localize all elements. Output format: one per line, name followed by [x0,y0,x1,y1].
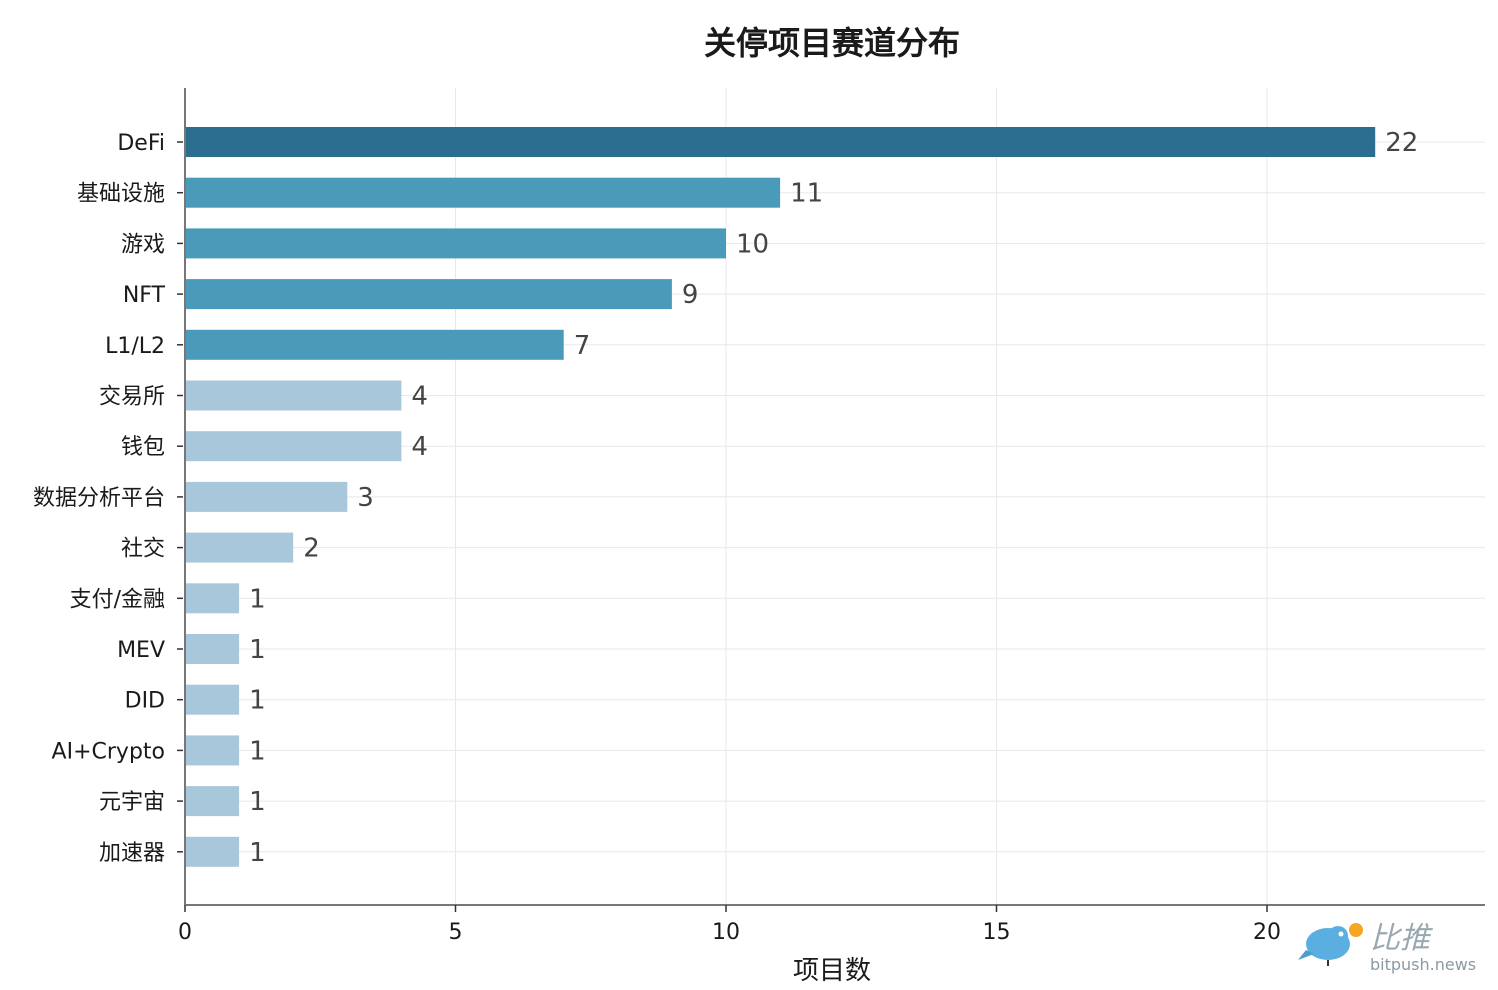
category-label-8: 社交 [121,537,165,562]
category-label-10: MEV [117,638,165,663]
category-label-7: 数据分析平台 [33,486,165,511]
value-label-14: 1 [249,838,266,868]
category-label-0: DeFi [117,131,165,156]
category-label-9: 支付/金融 [70,587,165,612]
bar-3 [185,279,672,310]
bar-7 [185,481,348,512]
brand-watermark: 比推 bitpush.news [1298,921,1476,974]
bar-2 [185,228,726,259]
value-label-1: 11 [790,179,823,209]
value-label-12: 1 [249,736,266,766]
value-label-8: 2 [303,534,320,564]
value-label-4: 7 [574,331,591,361]
value-label-5: 4 [411,382,428,412]
x-tick-label-1: 5 [449,920,463,945]
bird-logo-icon [1298,923,1363,966]
value-label-7: 3 [357,483,374,513]
category-label-5: 交易所 [99,385,165,410]
bar-13 [185,786,240,817]
chart-title: 关停项目赛道分布 [704,24,960,62]
category-label-11: DID [125,689,165,714]
category-label-6: 钱包 [121,435,165,460]
value-label-9: 1 [249,584,266,614]
category-label-2: 游戏 [121,232,165,257]
category-label-13: 元宇宙 [99,790,165,815]
bar-14 [185,836,240,867]
x-tick-label-0: 0 [178,920,192,945]
value-label-13: 1 [249,787,266,817]
x-tick-label-3: 15 [983,920,1011,945]
value-label-2: 10 [736,229,769,259]
value-label-0: 22 [1385,128,1418,158]
bar-4 [185,329,564,360]
brand-name-cn: 比推 [1370,921,1433,956]
bar-6 [185,431,402,462]
bar-5 [185,380,402,411]
bar-12 [185,735,240,766]
brand-url: bitpush.news [1370,955,1476,974]
category-label-4: L1/L2 [105,334,165,359]
bar-0 [185,127,1376,157]
bar-9 [185,583,240,614]
value-label-10: 1 [249,635,266,665]
bar-11 [185,684,240,715]
value-label-3: 9 [682,280,699,310]
bar-1 [185,177,781,208]
bar-8 [185,532,294,563]
category-label-1: 基础设施 [77,182,165,207]
category-label-14: 加速器 [99,841,165,866]
category-label-3: NFT [123,283,166,308]
x-axis-title: 项目数 [793,956,871,986]
value-label-11: 1 [249,686,266,716]
x-tick-label-2: 10 [712,920,740,945]
x-tick-label-4: 20 [1253,920,1281,945]
grid-lines [185,88,1485,905]
bar-10 [185,634,240,664]
value-label-6: 4 [411,432,428,462]
category-label-12: AI+Crypto [52,739,165,764]
